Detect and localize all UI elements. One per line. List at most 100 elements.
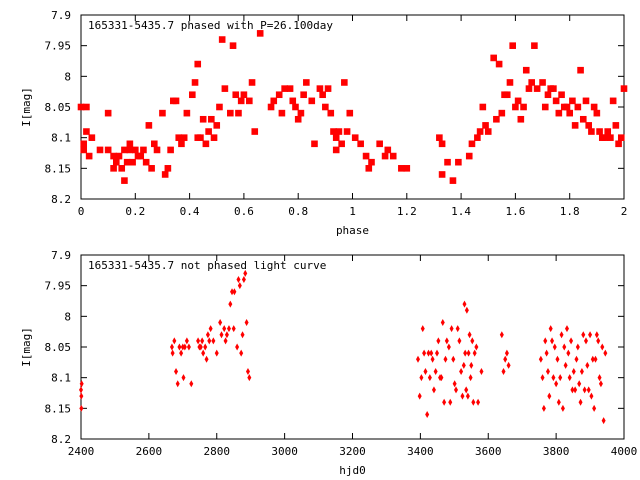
data-point	[457, 337, 462, 345]
y-axis-label: I[mag]	[20, 327, 33, 367]
data-point	[573, 386, 578, 394]
data-point	[183, 109, 191, 117]
data-point	[503, 91, 511, 99]
x-axis-label: phase	[336, 224, 369, 237]
data-point	[563, 361, 568, 369]
data-point	[604, 128, 612, 135]
data-point	[520, 103, 527, 111]
data-point	[381, 152, 389, 160]
data-point	[256, 30, 264, 37]
data-point	[579, 368, 584, 376]
data-point	[96, 146, 104, 154]
data-point	[469, 361, 474, 369]
data-point	[440, 318, 445, 326]
data-point	[495, 60, 503, 68]
data-point	[506, 79, 514, 86]
data-point	[448, 398, 453, 406]
data-point	[562, 343, 567, 351]
data-point	[607, 134, 614, 141]
data-point	[278, 109, 286, 117]
data-point	[243, 269, 248, 277]
data-point	[332, 146, 340, 154]
data-point	[83, 128, 90, 135]
data-point	[577, 380, 582, 388]
data-point	[251, 128, 259, 135]
data-point	[270, 97, 278, 105]
chart-title: 165331-5435.7 phased with P=26.100day	[88, 19, 333, 32]
data-point	[343, 128, 351, 135]
data-point	[431, 386, 436, 394]
data-point	[286, 85, 294, 92]
data-point	[384, 146, 392, 154]
data-point	[85, 152, 93, 160]
data-point	[303, 79, 310, 86]
data-point	[77, 103, 85, 111]
data-point	[294, 115, 302, 123]
data-point	[172, 97, 180, 105]
data-point	[474, 343, 479, 351]
data-point	[203, 343, 208, 351]
data-point	[452, 380, 457, 388]
data-point	[228, 300, 233, 308]
data-point	[205, 331, 210, 339]
data-point	[620, 85, 628, 92]
data-point	[600, 343, 605, 351]
data-point	[454, 386, 459, 394]
x-axis-label: hjd0	[339, 464, 366, 477]
data-point	[541, 404, 546, 412]
data-point	[451, 355, 456, 363]
data-point	[224, 331, 229, 339]
data-point	[582, 386, 587, 394]
data-point	[182, 343, 187, 351]
data-point	[464, 386, 469, 394]
data-point	[327, 109, 335, 117]
data-point	[435, 349, 440, 357]
data-point	[194, 60, 202, 68]
data-point	[137, 152, 145, 160]
data-point	[459, 368, 464, 376]
data-point	[590, 103, 598, 111]
data-point	[567, 374, 572, 382]
data-point	[499, 331, 504, 339]
data-point	[308, 97, 316, 105]
data-point	[501, 368, 506, 376]
data-point	[169, 343, 174, 351]
data-point	[324, 85, 332, 92]
data-point	[455, 325, 460, 333]
data-point	[589, 392, 594, 400]
data-point	[455, 158, 462, 166]
data-point	[583, 337, 588, 345]
data-point	[564, 325, 569, 333]
data-point	[596, 128, 603, 135]
data-point	[471, 398, 476, 406]
data-point	[180, 343, 185, 351]
data-point	[585, 122, 593, 129]
y-tick-label: 8	[64, 70, 71, 83]
data-point	[465, 152, 473, 160]
data-point	[601, 417, 606, 425]
data-point	[476, 128, 484, 135]
x-tick-label: 1.4	[451, 205, 471, 218]
data-point	[555, 109, 563, 117]
data-point	[425, 410, 430, 418]
data-point	[281, 85, 288, 92]
data-point	[571, 368, 576, 376]
x-tick-label: 1.6	[505, 205, 525, 218]
data-point	[172, 337, 177, 345]
data-point	[204, 355, 209, 363]
data-point	[208, 115, 215, 123]
data-point	[80, 140, 88, 148]
data-point	[177, 343, 182, 351]
y-tick-label: 8.15	[45, 162, 72, 175]
data-point	[574, 355, 579, 363]
x-tick-label: 3400	[407, 445, 434, 458]
data-point	[236, 276, 241, 284]
data-point	[332, 134, 340, 141]
x-tick-label: 4000	[611, 445, 638, 458]
data-point	[235, 109, 242, 117]
data-point	[351, 134, 359, 141]
data-point	[559, 331, 564, 339]
data-point	[552, 97, 560, 105]
data-point	[566, 109, 574, 117]
data-point	[503, 355, 508, 363]
